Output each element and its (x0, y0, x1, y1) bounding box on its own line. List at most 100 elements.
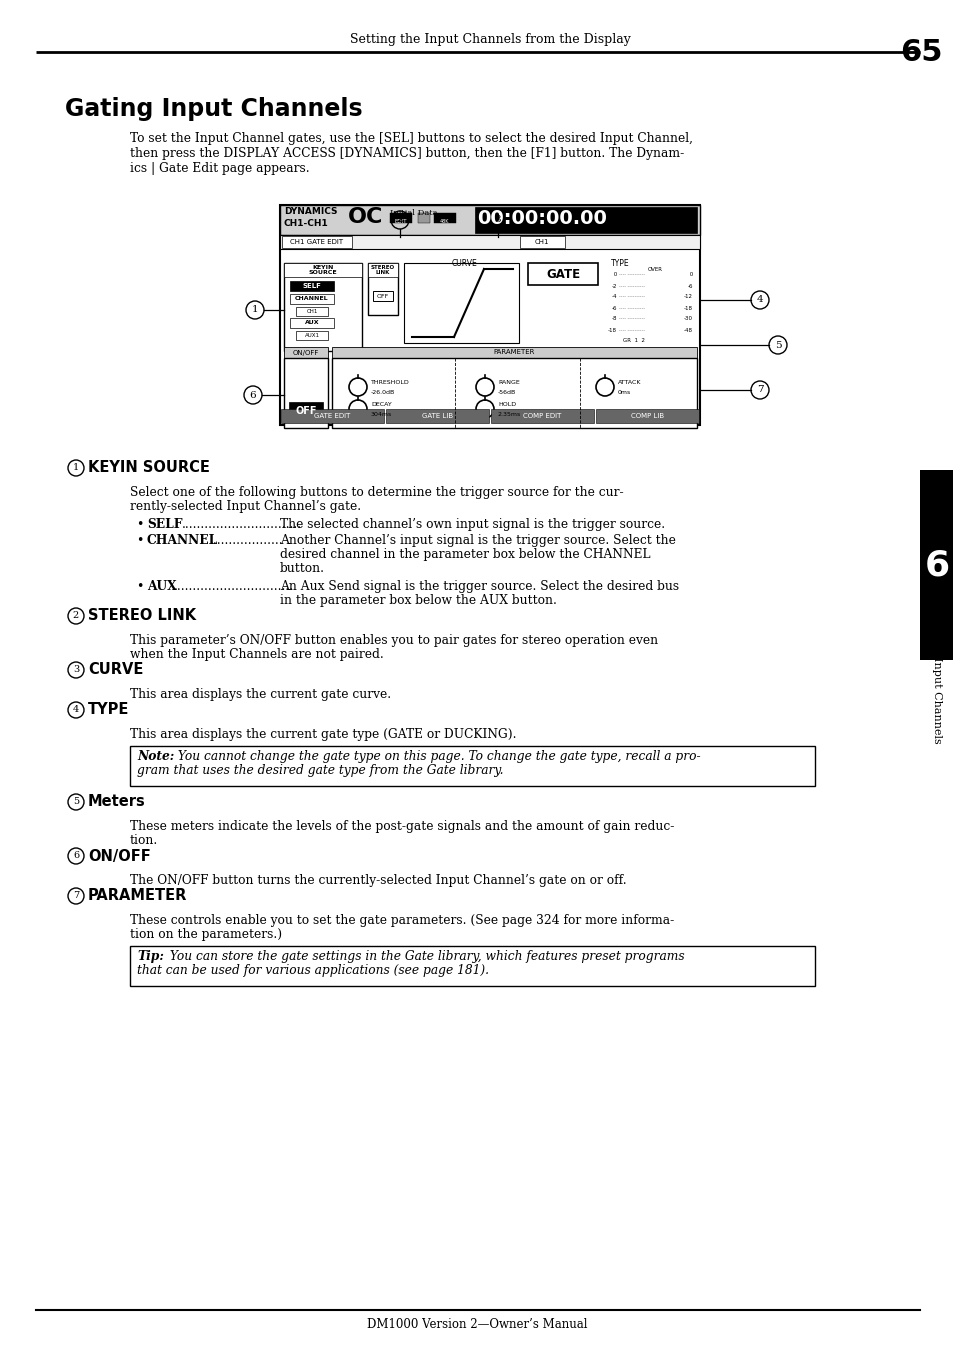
Text: OFF: OFF (376, 293, 389, 299)
Text: DYNAMICS: DYNAMICS (284, 207, 337, 216)
Text: CH1: CH1 (306, 309, 317, 313)
Text: OVER: OVER (647, 267, 661, 272)
Text: then press the DISPLAY ACCESS [DYNAMICS] button, then the [F1] button. The Dynam: then press the DISPLAY ACCESS [DYNAMICS]… (130, 147, 683, 159)
Text: 4: 4 (756, 296, 762, 304)
Bar (290, 295, 334, 304)
Text: -6: -6 (687, 284, 692, 289)
Text: ...............................: ............................... (173, 580, 294, 593)
Bar (295, 307, 328, 316)
Text: STEREO
LINK: STEREO LINK (371, 265, 395, 276)
Text: 5: 5 (774, 340, 781, 350)
Bar (475, 207, 697, 232)
Text: An Aux Send signal is the trigger source. Select the desired bus: An Aux Send signal is the trigger source… (280, 580, 679, 593)
Text: -4: -4 (611, 295, 617, 300)
Text: AUX: AUX (304, 320, 319, 326)
Bar (491, 409, 594, 423)
Text: desired channel in the parameter box below the CHANNEL: desired channel in the parameter box bel… (280, 549, 650, 561)
Text: -56dB: -56dB (497, 389, 516, 394)
Text: Meters: Meters (88, 794, 146, 809)
Text: 2: 2 (396, 216, 403, 224)
Bar (417, 213, 430, 223)
Text: Setting the Input Channels from the Display: Setting the Input Channels from the Disp… (349, 34, 630, 46)
Text: Select one of the following buttons to determine the trigger source for the cur-: Select one of the following buttons to d… (130, 486, 623, 499)
Bar (130, 746, 814, 786)
Text: when the Input Channels are not paired.: when the Input Channels are not paired. (130, 648, 383, 661)
Text: These meters indicate the levels of the post-gate signals and the amount of gain: These meters indicate the levels of the … (130, 820, 674, 834)
Text: CHANNEL: CHANNEL (294, 296, 329, 301)
Text: ics | Gate Edit page appears.: ics | Gate Edit page appears. (130, 162, 310, 176)
Bar (130, 946, 814, 986)
Text: ...................: ................... (210, 534, 283, 547)
Text: -8: -8 (611, 316, 617, 322)
Text: gram that uses the desired gate type from the Gate library.: gram that uses the desired gate type fro… (137, 765, 503, 777)
Text: OC: OC (348, 207, 383, 227)
Text: CH1 GATE EDIT: CH1 GATE EDIT (290, 239, 343, 245)
Text: in the parameter box below the AUX button.: in the parameter box below the AUX butto… (280, 594, 557, 607)
Text: PARAMETER: PARAMETER (88, 889, 187, 904)
Text: 3: 3 (72, 666, 79, 674)
Text: 7: 7 (756, 385, 762, 394)
Text: 1: 1 (72, 463, 79, 473)
Text: 3: 3 (495, 216, 500, 224)
Text: button.: button. (280, 562, 325, 576)
Text: You cannot change the gate type on this page. To change the gate type, recall a : You cannot change the gate type on this … (173, 750, 700, 763)
Text: The ON/OFF button turns the currently-selected Input Channel’s gate on or off.: The ON/OFF button turns the currently-se… (130, 874, 626, 888)
Text: ---- ----------: ---- ---------- (618, 327, 644, 332)
Text: GATE: GATE (545, 267, 579, 281)
Bar (290, 317, 334, 328)
Text: SELF: SELF (302, 282, 321, 289)
Text: COMP LIB: COMP LIB (630, 413, 663, 419)
Text: 6: 6 (72, 851, 79, 861)
Text: 2.35ms: 2.35ms (497, 412, 520, 416)
Bar (368, 263, 397, 277)
Bar (919, 470, 953, 661)
Text: GATE EDIT: GATE EDIT (314, 413, 351, 419)
Text: that can be used for various applications (see page 181).: that can be used for various application… (137, 965, 489, 977)
Text: ON/OFF: ON/OFF (88, 848, 151, 863)
Text: DM1000 Version 2—Owner’s Manual: DM1000 Version 2—Owner’s Manual (366, 1319, 587, 1332)
Bar (284, 347, 328, 358)
Text: GR  1  2: GR 1 2 (622, 339, 644, 343)
Text: -2: -2 (611, 284, 617, 289)
Text: PARAMETER: PARAMETER (493, 350, 534, 355)
Text: KEYIN SOURCE: KEYIN SOURCE (88, 461, 210, 476)
Text: STEREO LINK: STEREO LINK (88, 608, 196, 624)
Bar (390, 213, 412, 223)
Text: 0ms: 0ms (618, 389, 631, 394)
Text: COMP EDIT: COMP EDIT (523, 413, 561, 419)
Bar (434, 213, 456, 223)
Text: •: • (136, 534, 143, 547)
Text: -18: -18 (683, 305, 692, 311)
Text: Gating Input Channels: Gating Input Channels (65, 97, 362, 122)
Bar (596, 409, 699, 423)
Text: AUX: AUX (147, 580, 176, 593)
Bar (295, 331, 328, 340)
Text: 1: 1 (252, 305, 258, 315)
Text: ---- ----------: ---- ---------- (618, 295, 644, 300)
Text: ATTACK: ATTACK (618, 380, 640, 385)
Text: 0: 0 (687, 273, 692, 277)
Text: This parameter’s ON/OFF button enables you to pair gates for stereo operation ev: This parameter’s ON/OFF button enables y… (130, 634, 658, 647)
Text: ---- ----------: ---- ---------- (618, 305, 644, 311)
Text: 65: 65 (899, 38, 942, 68)
Text: ---- ----------: ---- ---------- (618, 273, 644, 277)
Text: 48K: 48K (439, 219, 449, 224)
Text: Another Channel’s input signal is the trigger source. Select the: Another Channel’s input signal is the tr… (280, 534, 675, 547)
Text: Input Channels: Input Channels (931, 657, 941, 743)
Bar (282, 236, 352, 249)
Text: EDIT: EDIT (395, 219, 407, 224)
Text: CH1: CH1 (535, 239, 549, 245)
Bar (527, 263, 598, 285)
Text: 7: 7 (72, 892, 79, 901)
Text: RANGE: RANGE (497, 380, 519, 385)
Bar (284, 358, 328, 428)
Text: Tip:: Tip: (137, 950, 164, 963)
Text: 304ms: 304ms (371, 412, 392, 416)
Text: These controls enable you to set the gate parameters. (See page 324 for more inf: These controls enable you to set the gat… (130, 915, 674, 927)
Text: 4: 4 (72, 705, 79, 715)
Bar (386, 409, 489, 423)
Text: Note:: Note: (137, 750, 174, 763)
Text: CHANNEL: CHANNEL (147, 534, 218, 547)
Text: 6: 6 (923, 549, 948, 582)
Text: -18: -18 (607, 327, 617, 332)
